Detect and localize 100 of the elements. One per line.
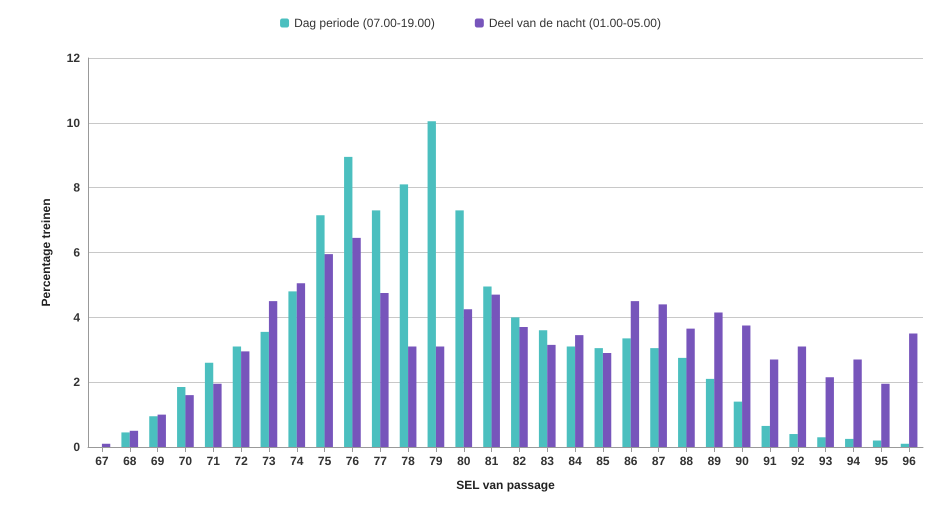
bar (492, 294, 500, 447)
bar (845, 438, 854, 447)
x-tick-label: 76 (346, 454, 360, 468)
bar (149, 416, 158, 447)
x-tick-label: 78 (401, 454, 416, 468)
x-tick-label: 88 (680, 454, 694, 468)
bar (296, 283, 306, 447)
bar (483, 286, 492, 447)
bar (872, 440, 882, 447)
bar (185, 395, 194, 447)
bar (817, 437, 826, 447)
bar (177, 387, 186, 447)
bar (900, 444, 910, 447)
bar (678, 358, 686, 447)
bar (213, 384, 222, 447)
bar (428, 121, 436, 447)
bar (575, 335, 584, 447)
bar (658, 304, 667, 447)
bar (288, 291, 297, 447)
x-tick-label: 69 (150, 454, 165, 468)
x-tick-label: 71 (206, 454, 220, 468)
x-tick-label: 79 (429, 454, 443, 468)
x-tick-label: 82 (512, 454, 526, 468)
bar (511, 317, 520, 447)
x-tick-label: 86 (624, 454, 638, 468)
bar (789, 434, 798, 447)
bar (770, 359, 778, 447)
x-tick-label: 96 (902, 454, 916, 468)
bar (464, 309, 472, 447)
y-tick-label: 0 (73, 440, 80, 454)
bar (650, 348, 659, 447)
bar (268, 301, 278, 447)
x-tick-label: 92 (791, 454, 805, 468)
bar (566, 346, 576, 447)
bar (762, 426, 770, 447)
bar (204, 362, 214, 447)
x-tick-label: 77 (374, 454, 388, 468)
legend-label: Deel van de nacht (01.00-05.00) (488, 16, 661, 30)
bar (260, 332, 269, 447)
x-tick-label: 74 (290, 454, 304, 468)
bar (622, 338, 631, 447)
x-tick-label: 72 (234, 454, 248, 468)
bar (408, 346, 416, 447)
bar (121, 432, 130, 447)
x-tick-label: 85 (596, 454, 610, 468)
bar (130, 430, 138, 447)
x-tick-label: 81 (484, 454, 499, 468)
x-tick-label: 95 (874, 454, 888, 468)
bar (853, 359, 862, 447)
bar (380, 293, 389, 447)
x-tick-label: 73 (262, 454, 276, 468)
x-tick-label: 68 (123, 454, 137, 468)
bar (102, 444, 110, 447)
bar (316, 215, 325, 447)
bar (630, 301, 640, 447)
bar (826, 377, 834, 447)
x-tick-label: 87 (652, 454, 666, 468)
bar (547, 344, 556, 447)
bar (602, 352, 612, 447)
bar (742, 325, 750, 447)
y-tick-label: 6 (73, 246, 80, 260)
legend-label: Dag periode (07.00-19.00) (294, 16, 435, 30)
bar (881, 384, 890, 447)
x-axis-title: SEL van passage (456, 478, 556, 492)
y-tick-label: 10 (66, 116, 80, 130)
bar (372, 210, 380, 447)
bar (734, 402, 742, 447)
bar (714, 312, 723, 447)
x-tick-label: 83 (540, 454, 554, 468)
x-tick-label: 70 (178, 454, 192, 468)
x-tick-label: 84 (568, 454, 582, 468)
bar (400, 184, 408, 447)
x-tick-label: 75 (318, 454, 332, 468)
y-tick-label: 4 (73, 310, 80, 324)
bar (436, 346, 444, 447)
x-tick-label: 94 (846, 454, 860, 468)
bar (232, 346, 242, 447)
bar (909, 334, 918, 447)
bar (455, 210, 464, 447)
bar (344, 156, 352, 447)
bar (519, 327, 528, 447)
x-tick-label: 67 (95, 454, 109, 468)
bar (538, 330, 548, 447)
bar (352, 238, 361, 447)
x-tick-label: 80 (457, 454, 471, 468)
y-axis-title: Percentage treinen (39, 198, 53, 307)
y-tick-label: 2 (73, 375, 80, 390)
y-tick-label: 12 (66, 51, 80, 65)
x-tick-label: 93 (818, 454, 833, 468)
bar (594, 348, 603, 447)
x-tick-label: 91 (763, 454, 777, 468)
bar (324, 254, 333, 447)
bar (706, 378, 714, 447)
bar (798, 346, 806, 447)
x-tick-label: 89 (708, 454, 722, 468)
bar (686, 328, 695, 447)
bar (158, 414, 166, 447)
bar (241, 351, 250, 447)
y-tick-label: 8 (73, 180, 80, 195)
x-tick-label: 90 (735, 454, 750, 468)
